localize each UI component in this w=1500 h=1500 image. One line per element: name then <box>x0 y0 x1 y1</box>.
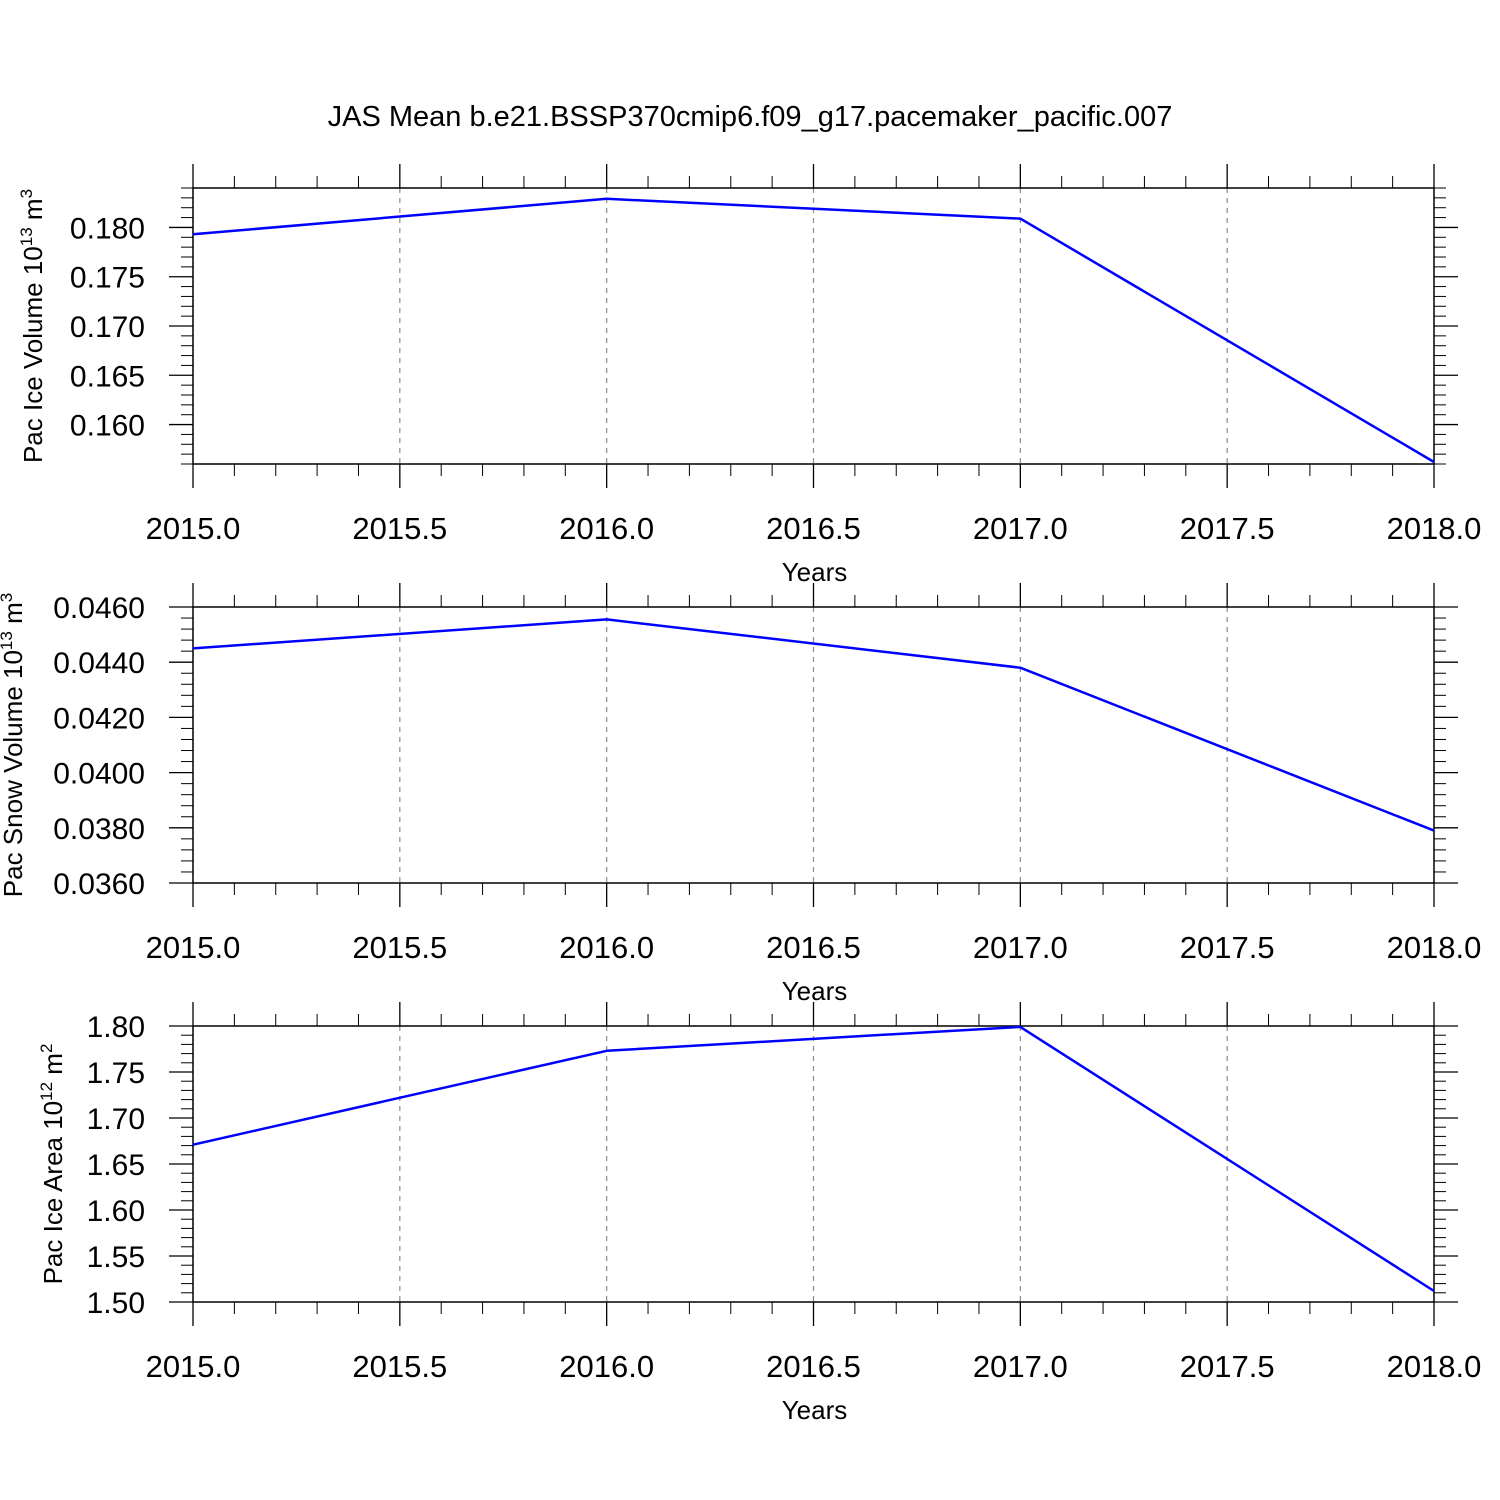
y-tick-label: 1.55 <box>87 1241 145 1274</box>
y-axis-label-part: m <box>38 1053 68 1082</box>
y-axis-label: Pac Ice Volume 1013 m3 <box>17 189 48 463</box>
x-tick-label: 2015.0 <box>146 930 241 965</box>
y-axis-label-part: 13 <box>0 631 16 650</box>
x-tick-label: 2018.0 <box>1387 1349 1482 1384</box>
x-tick-label: 2017.5 <box>1180 511 1275 546</box>
y-axis-label: Pac Ice Area 1012 m2 <box>37 1044 68 1285</box>
x-tick-label: 2017.5 <box>1180 930 1275 965</box>
x-axis-label: Years <box>782 557 848 587</box>
chart-panels: 2015.0 2015.5 2016.0 2016.5 2017.0 2017.5 2018… <box>0 164 1481 1425</box>
x-tick-label: 2016.5 <box>766 930 861 965</box>
x-tick-label: 2018.0 <box>1387 511 1482 546</box>
y-axis-label-part: 3 <box>0 593 16 602</box>
y-axis-label-part: Pac Snow Volume 10 <box>0 650 28 897</box>
y-tick-label: 0.0440 <box>53 647 145 680</box>
x-tick-label: 2018.0 <box>1387 930 1482 965</box>
x-tick-label: 2016.5 <box>766 511 861 546</box>
y-tick-label: 0.0380 <box>53 813 145 846</box>
y-tick-label: 0.0360 <box>53 868 145 901</box>
y-tick-label: 0.165 <box>70 360 145 393</box>
y-axis-label-part: m <box>18 198 48 227</box>
y-tick-label: 0.180 <box>70 212 145 245</box>
y-tick-label: 1.75 <box>87 1057 145 1090</box>
x-tick-label: 2016.0 <box>559 1349 654 1384</box>
x-tick-label: 2015.0 <box>146 511 241 546</box>
y-tick-label: 1.65 <box>87 1149 145 1182</box>
x-tick-label: 2017.5 <box>1180 1349 1275 1384</box>
x-axis-label: Years <box>782 1395 848 1425</box>
x-tick-label: 2017.0 <box>973 511 1068 546</box>
y-tick-label: 0.170 <box>70 311 145 344</box>
figure-title: JAS Mean b.e21.BSSP370cmip6.f09_g17.pace… <box>328 101 1173 133</box>
y-tick-label: 0.0460 <box>53 592 145 625</box>
y-axis-label-part: 12 <box>37 1082 56 1101</box>
y-tick-label: 0.160 <box>70 410 145 443</box>
x-tick-label: 2015.0 <box>146 1349 241 1384</box>
y-axis-label-part: Pac Ice Volume 10 <box>18 246 48 463</box>
y-axis-label-part: 2 <box>37 1044 56 1053</box>
x-tick-label: 2017.0 <box>973 930 1068 965</box>
x-tick-label: 2016.0 <box>559 930 654 965</box>
y-tick-label: 0.0420 <box>53 702 145 735</box>
x-tick-label: 2015.5 <box>352 1349 447 1384</box>
y-tick-label: 1.70 <box>87 1103 145 1136</box>
series-line <box>192 197 1435 464</box>
series-line <box>192 618 1435 832</box>
x-tick-label: 2016.0 <box>559 511 654 546</box>
x-tick-label: 2015.5 <box>352 930 447 965</box>
x-axis-label: Years <box>782 976 848 1006</box>
y-tick-label: 1.50 <box>87 1287 145 1320</box>
chart-panel-2: 2015.0 2015.5 2016.0 2016.5 2017.0 2017.5 2018… <box>0 583 1481 1006</box>
y-tick-label: 0.175 <box>70 262 145 295</box>
y-tick-label: 1.80 <box>87 1011 145 1044</box>
y-tick-label: 0.0400 <box>53 758 145 791</box>
chart-panel-3: 2015.0 2015.5 2016.0 2016.5 2017.0 2017.5 2018… <box>37 1002 1481 1425</box>
x-tick-label: 2016.5 <box>766 1349 861 1384</box>
chart-panel-1: 2015.0 2015.5 2016.0 2016.5 2017.0 2017.5 2018… <box>17 164 1481 587</box>
y-tick-label: 1.60 <box>87 1195 145 1228</box>
x-tick-label: 2015.5 <box>352 511 447 546</box>
series-line <box>192 1025 1435 1293</box>
x-tick-label: 2017.0 <box>973 1349 1068 1384</box>
y-axis-label-part: 13 <box>17 227 36 246</box>
y-axis-label-part: m <box>0 602 28 631</box>
y-axis-label: Pac Snow Volume 1013 m3 <box>0 593 28 897</box>
y-axis-label-part: 3 <box>17 189 36 198</box>
y-axis-label-part: Pac Ice Area 10 <box>38 1101 68 1285</box>
